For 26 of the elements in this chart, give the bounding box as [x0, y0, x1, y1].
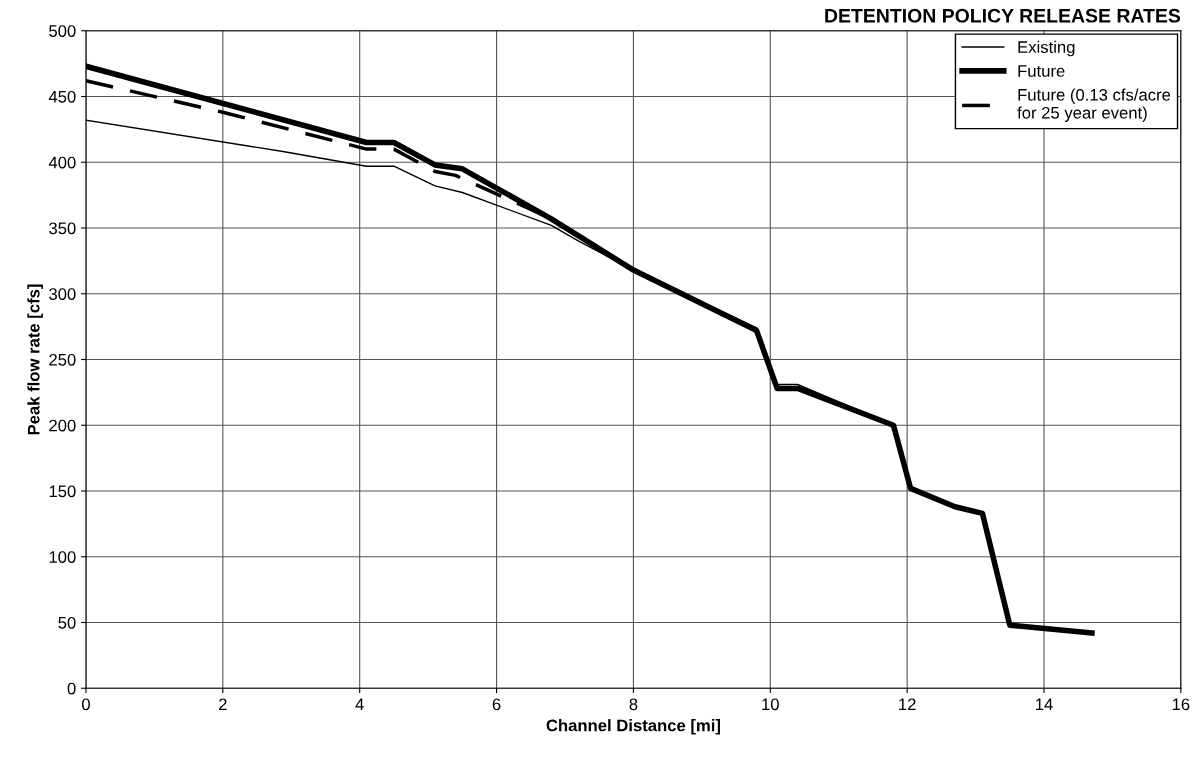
x-tick-label: 12 — [899, 698, 916, 711]
x-tick-label: 16 — [1172, 698, 1190, 711]
y-tick-label: 350 — [49, 222, 76, 235]
legend-label: Future (0.13 cfs/acre for 25 year event) — [1017, 88, 1171, 122]
y-tick-label: 500 — [49, 25, 76, 37]
y-tick-label: 100 — [49, 551, 76, 563]
y-tick-label: 400 — [48, 156, 76, 169]
x-tick-label: 4 — [355, 698, 364, 711]
x-tick-label: 10 — [762, 698, 779, 711]
y-tick-label: 300 — [49, 288, 76, 300]
y-tick-label: 50 — [58, 616, 76, 629]
legend-label: Future — [1018, 65, 1065, 77]
y-tick-label: 0 — [67, 682, 76, 695]
legend-label: Existing — [1018, 40, 1075, 57]
chart-title: DETENTION POLICY RELEASE RATES — [825, 8, 1181, 23]
y-tick-label: 150 — [49, 485, 76, 498]
x-tick-label: 0 — [81, 698, 90, 711]
x-tick-label: 14 — [1036, 698, 1053, 711]
y-tick-label: 200 — [49, 419, 76, 432]
x-axis-title: Channel Distance [mi] — [546, 719, 720, 735]
x-tick-label: 8 — [629, 698, 638, 711]
x-tick-label: 2 — [219, 698, 227, 711]
y-axis-title: Peak flow rate [cfs] — [27, 284, 43, 435]
x-tick-label: 6 — [492, 698, 501, 711]
y-tick-label: 250 — [49, 353, 76, 366]
y-tick-label: 450 — [48, 90, 76, 103]
